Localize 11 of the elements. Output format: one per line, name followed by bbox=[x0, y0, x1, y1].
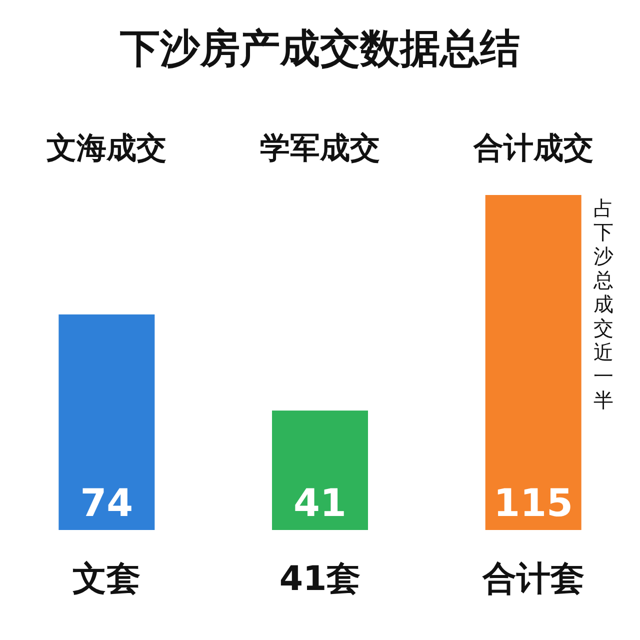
annotation: 占下沙总成交近一半 bbox=[593, 196, 614, 412]
category-label: 学军成交 bbox=[260, 131, 380, 166]
annotation: 41套 bbox=[279, 559, 361, 599]
data-label: 74 bbox=[80, 481, 134, 525]
data-label: 115 bbox=[494, 481, 573, 525]
category-label: 文海成交 bbox=[46, 131, 167, 166]
annotation: 文套 bbox=[72, 559, 141, 599]
annotation: 合计套 bbox=[482, 559, 584, 599]
category-label: 合计成交 bbox=[473, 131, 594, 166]
data-label: 41 bbox=[294, 481, 346, 525]
title: 下沙房产成交数据总结 bbox=[120, 26, 520, 72]
